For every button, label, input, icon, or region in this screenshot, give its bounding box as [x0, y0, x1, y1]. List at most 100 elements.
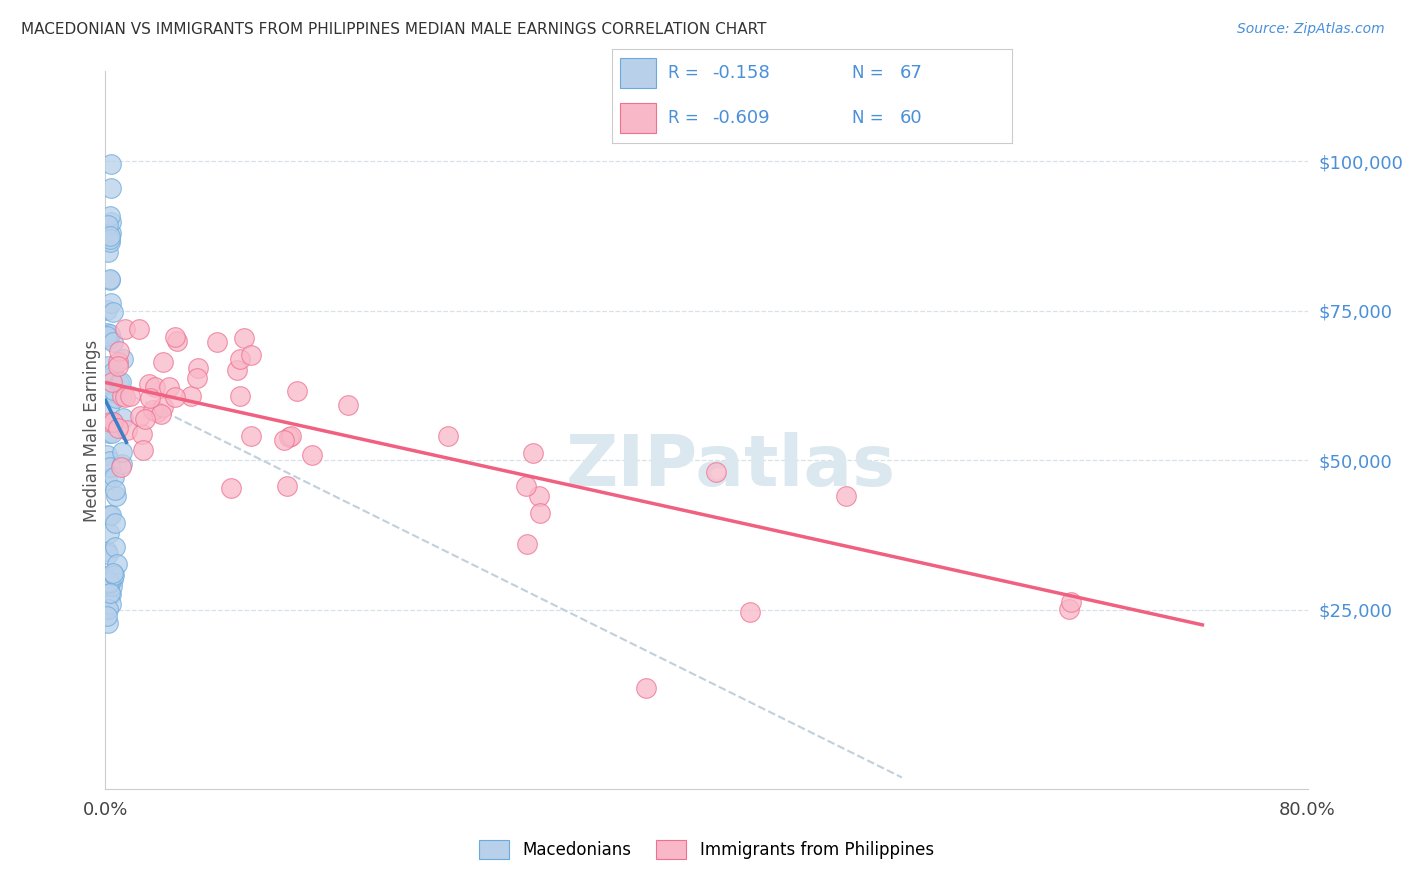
Point [107, 355, 129, 369]
Point [104, 516, 127, 530]
Point [149, 407, 172, 421]
Point [97, 332, 120, 346]
Point [437, 429, 460, 443]
Point [163, 329, 186, 343]
Point [100, 180, 122, 194]
FancyBboxPatch shape [620, 103, 655, 134]
Point [98, 454, 121, 468]
Point [110, 375, 132, 389]
Point [139, 391, 162, 405]
Point [152, 400, 174, 414]
Point [636, 681, 658, 695]
Point [522, 446, 544, 460]
Point [152, 354, 174, 368]
Point [104, 540, 127, 554]
Point [98, 575, 121, 590]
Point [103, 572, 125, 586]
Point [280, 428, 302, 442]
Legend: Macedonians, Immigrants from Philippines: Macedonians, Immigrants from Philippines [471, 831, 942, 867]
Point [107, 421, 129, 435]
Point [98, 426, 121, 441]
Point [96, 588, 118, 602]
Point [98, 401, 121, 416]
Point [131, 427, 153, 442]
Point [100, 384, 122, 399]
Point [103, 334, 125, 349]
Point [98, 272, 121, 286]
Point [205, 334, 228, 349]
Point [111, 445, 134, 459]
Point [165, 390, 187, 404]
Point [96, 543, 118, 558]
Point [118, 389, 141, 403]
Point [157, 380, 180, 394]
Point [273, 433, 295, 447]
Point [111, 411, 134, 425]
Point [527, 490, 550, 504]
Point [516, 537, 538, 551]
Point [98, 416, 121, 430]
Point [515, 479, 537, 493]
Point [108, 376, 131, 390]
Point [240, 429, 263, 443]
Text: -0.609: -0.609 [711, 109, 769, 127]
Text: 67: 67 [900, 64, 922, 82]
Text: N =: N = [852, 64, 883, 82]
Point [100, 226, 122, 240]
Point [101, 579, 124, 593]
Point [104, 391, 127, 405]
Point [285, 384, 308, 398]
Point [100, 370, 122, 384]
Point [100, 425, 122, 440]
Point [111, 457, 134, 471]
Point [100, 295, 122, 310]
Text: ZIPatlas: ZIPatlas [565, 432, 896, 500]
Point [103, 305, 125, 319]
Text: 60: 60 [900, 109, 922, 127]
Point [115, 423, 138, 437]
Point [98, 326, 121, 341]
Point [97, 244, 120, 259]
Point [96, 329, 118, 343]
Point [129, 409, 152, 423]
Point [128, 321, 150, 335]
Point [96, 473, 118, 487]
Point [97, 602, 120, 616]
Point [98, 229, 121, 244]
Point [114, 390, 136, 404]
Point [336, 398, 359, 412]
Text: Source: ZipAtlas.com: Source: ZipAtlas.com [1237, 22, 1385, 37]
Point [104, 489, 127, 503]
Point [98, 586, 121, 600]
Point [101, 415, 124, 429]
Point [96, 608, 118, 623]
Point [100, 215, 122, 229]
Point [96, 569, 118, 583]
Point [142, 403, 165, 417]
Point [111, 351, 134, 366]
Point [103, 568, 125, 582]
Point [98, 273, 121, 287]
Text: R =: R = [668, 64, 699, 82]
Point [132, 442, 155, 457]
Point [98, 232, 121, 246]
Point [97, 359, 120, 373]
Point [98, 460, 121, 475]
Point [101, 566, 124, 581]
Point [101, 415, 124, 429]
Point [146, 404, 169, 418]
Point [96, 448, 118, 462]
Point [835, 489, 858, 503]
Point [97, 219, 120, 233]
Point [96, 303, 118, 318]
Point [704, 465, 727, 479]
Text: -0.158: -0.158 [711, 64, 769, 82]
Point [97, 575, 120, 590]
Point [138, 376, 160, 391]
Point [301, 448, 323, 462]
Text: MACEDONIAN VS IMMIGRANTS FROM PHILIPPINES MEDIAN MALE EARNINGS CORRELATION CHART: MACEDONIAN VS IMMIGRANTS FROM PHILIPPINE… [21, 22, 766, 37]
Point [98, 508, 121, 523]
Point [1057, 602, 1080, 616]
Point [97, 526, 120, 541]
Point [1060, 595, 1083, 609]
